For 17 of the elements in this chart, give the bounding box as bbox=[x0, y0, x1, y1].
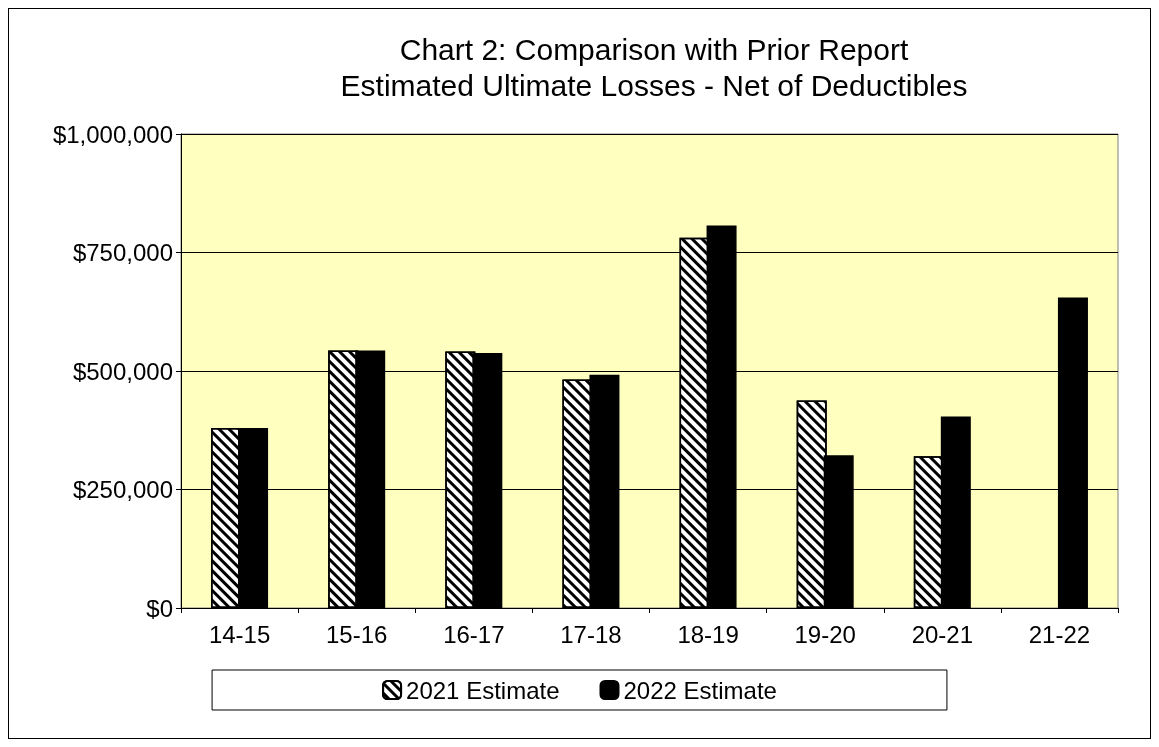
x-tick-label: 15-16 bbox=[325, 620, 388, 648]
y-tick-label: $750,000 bbox=[72, 239, 173, 266]
legend-label: 2022 Estimate bbox=[623, 676, 777, 704]
x-tick-label: 21-22 bbox=[1028, 620, 1091, 648]
y-tick-label: $0 bbox=[146, 594, 173, 622]
y-tick-label: $500,000 bbox=[72, 357, 173, 385]
chart-subtitle: Estimated Ultimate Losses - Net of Deductibles bbox=[340, 68, 968, 102]
x-tick-label: 17-18 bbox=[560, 620, 622, 648]
chart-title: Chart 2: Comparison with Prior Report bbox=[399, 32, 909, 66]
y-tick-label: $250,000 bbox=[72, 476, 173, 503]
y-tick-label: $1,000,000 bbox=[52, 120, 173, 148]
x-tick-label: 20-21 bbox=[911, 620, 974, 648]
legend-label: 2021 Estimate bbox=[406, 676, 560, 704]
x-tick-label: 18-19 bbox=[677, 620, 739, 648]
x-tick-label: 19-20 bbox=[794, 620, 856, 648]
x-tick-label: 14-15 bbox=[208, 620, 271, 648]
x-tick-label: 16-17 bbox=[443, 620, 505, 648]
